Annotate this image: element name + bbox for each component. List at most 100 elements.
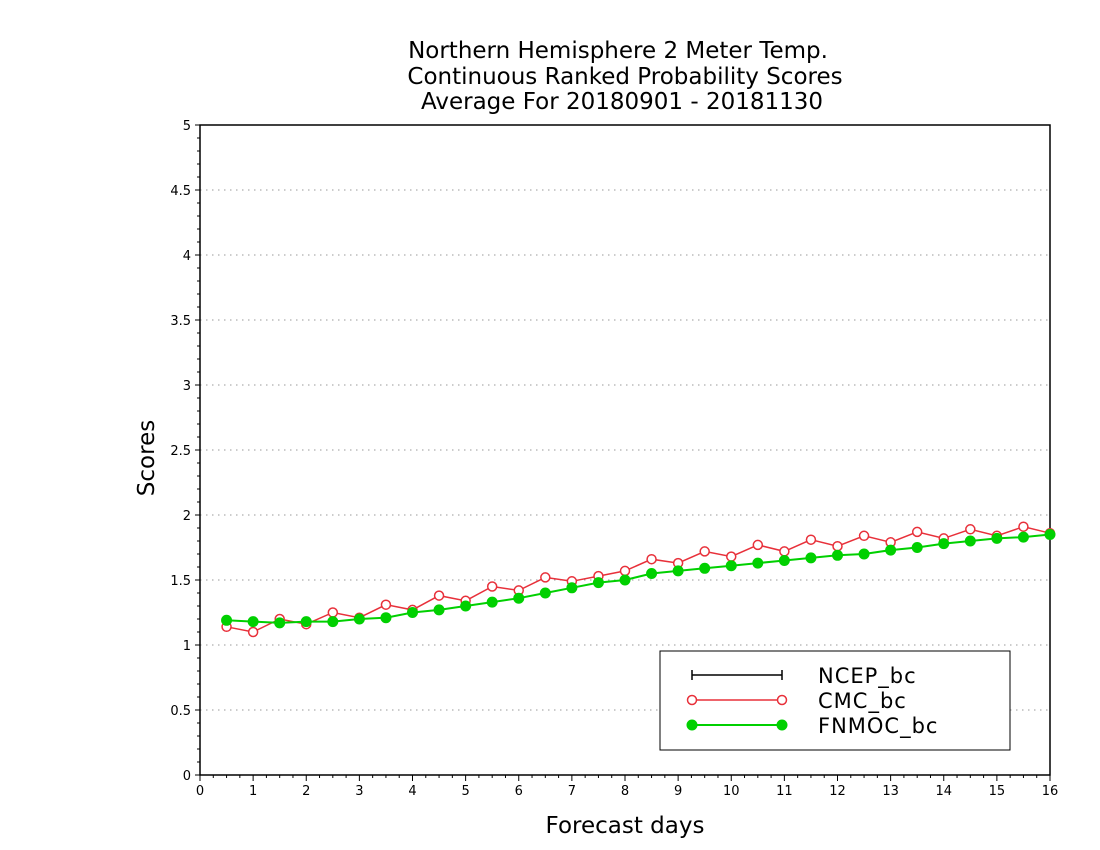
y-tick-label-1: 0.5 [170, 704, 191, 719]
y-axis: 0 0.5 1 1.5 2 2.5 3 3.5 4 4.5 5 [170, 119, 200, 784]
point-cmc-bc-28 [965, 524, 976, 535]
point-fnmoc-bc-8 [433, 604, 445, 616]
x-tick-label-5: 5 [461, 784, 469, 799]
y-tick-label-7: 3.5 [170, 314, 191, 329]
point-fnmoc-bc-10 [486, 596, 498, 608]
point-fnmoc-bc-3 [300, 616, 312, 628]
y-axis-title: Scores [134, 420, 160, 496]
point-fnmoc-bc-17 [672, 565, 684, 577]
series-line-cmc-bc [226, 525, 1051, 633]
point-cmc-bc-8 [433, 590, 445, 601]
x-tick-label-4: 4 [408, 784, 416, 799]
legend-entry-cmc: CMC_bc [686, 689, 907, 714]
point-fnmoc-bc-21 [778, 555, 790, 566]
x-tick-label-2: 2 [302, 784, 310, 799]
x-axis: 0 1 2 3 4 5 6 7 8 9 10 11 12 13 14 15 16 [196, 775, 1058, 799]
x-tick-label-11: 11 [776, 784, 793, 799]
point-cmc-bc-22 [805, 534, 817, 545]
y-tick-label-8: 4 [183, 249, 191, 264]
y-tick-label-5: 2.5 [170, 444, 191, 459]
x-tick-label-8: 8 [621, 784, 629, 799]
point-cmc-bc-24 [858, 530, 870, 542]
point-cmc-bc-1 [247, 626, 259, 638]
point-cmc-bc-16 [646, 553, 657, 565]
y-tick-label-10: 5 [183, 119, 191, 134]
point-cmc-bc-10 [486, 581, 498, 592]
chart-title: Northern Hemisphere 2 Meter Temp. Contin… [407, 38, 842, 115]
point-fnmoc-bc-31 [1044, 529, 1056, 540]
point-cmc-bc-23 [832, 540, 843, 552]
legend-label-cmc: CMC_bc [818, 689, 907, 714]
point-fnmoc-bc-15 [619, 574, 631, 586]
x-tick-label-16: 16 [1042, 784, 1059, 799]
x-tick-label-3: 3 [355, 784, 363, 799]
x-tick-label-7: 7 [568, 784, 576, 799]
x-tick-label-14: 14 [935, 784, 952, 799]
point-cmc-bc-12 [540, 572, 551, 583]
point-fnmoc-bc-24 [858, 548, 870, 560]
x-tick-label-9: 9 [674, 784, 682, 799]
point-fnmoc-bc-26 [911, 542, 923, 553]
x-tick-label-10: 10 [723, 784, 740, 799]
point-fnmoc-bc-25 [885, 544, 897, 556]
point-cmc-bc-4 [327, 607, 339, 618]
legend-marker-cmc-end [776, 694, 788, 706]
point-cmc-bc-20 [752, 539, 764, 551]
x-tick-label-0: 0 [196, 784, 204, 799]
point-fnmoc-bc-19 [725, 560, 737, 572]
point-fnmoc-bc-22 [805, 552, 817, 564]
legend-marker-fnmoc-start [686, 719, 698, 731]
point-fnmoc-bc-4 [327, 616, 339, 628]
point-cmc-bc-18 [699, 546, 710, 557]
point-fnmoc-bc-18 [699, 562, 711, 574]
point-fnmoc-bc-29 [991, 532, 1003, 544]
point-cmc-bc-15 [619, 565, 631, 577]
point-cmc-bc-30 [1018, 521, 1029, 532]
series-line-fnmoc-bc [226, 533, 1051, 624]
legend-entry-ncep: NCEP_bc [691, 664, 917, 689]
x-axis-title: Forecast days [546, 813, 705, 839]
x-tick-label-6: 6 [515, 784, 523, 799]
point-fnmoc-bc-1 [247, 616, 259, 628]
legend-marker-fnmoc-end [776, 719, 788, 731]
x-tick-label-1: 1 [249, 784, 257, 799]
y-tick-label-2: 1 [183, 639, 191, 654]
point-fnmoc-bc-5 [353, 613, 365, 625]
point-fnmoc-bc-28 [964, 535, 976, 547]
legend-label-fnmoc: FNMOC_bc [818, 714, 938, 739]
title-line-1: Northern Hemisphere 2 Meter Temp. [408, 38, 828, 64]
point-fnmoc-bc-14 [592, 577, 604, 589]
legend-marker-cmc-start [686, 694, 698, 706]
point-cmc-bc-6 [380, 599, 392, 610]
point-cmc-bc-21 [779, 546, 790, 557]
point-fnmoc-bc-7 [407, 607, 418, 618]
point-fnmoc-bc-27 [938, 538, 950, 550]
legend-entry-fnmoc: FNMOC_bc [686, 714, 938, 739]
point-fnmoc-bc-12 [539, 587, 551, 599]
series-layer [221, 521, 1056, 638]
point-fnmoc-bc-16 [646, 568, 658, 579]
x-tick-label-15: 15 [989, 784, 1006, 799]
x-tick-label-13: 13 [882, 784, 899, 799]
x-tick-label-12: 12 [829, 784, 846, 799]
point-fnmoc-bc-6 [380, 612, 392, 624]
legend-label-ncep: NCEP_bc [818, 664, 917, 689]
y-tick-label-9: 4.5 [170, 184, 191, 199]
point-fnmoc-bc-2 [274, 617, 286, 629]
title-line-2: Continuous Ranked Probability Scores [407, 64, 842, 90]
point-fnmoc-bc-20 [752, 557, 764, 569]
title-line-3: Average For 20180901 - 20181130 [421, 89, 823, 115]
point-fnmoc-bc-9 [460, 600, 472, 612]
point-cmc-bc-26 [911, 526, 923, 538]
y-tick-label-3: 1.5 [170, 574, 191, 589]
y-tick-label-4: 2 [183, 509, 191, 524]
y-tick-label-0: 0 [183, 769, 191, 784]
point-fnmoc-bc-11 [513, 592, 525, 604]
point-cmc-bc-19 [726, 551, 737, 562]
grid-lines [200, 189, 1050, 711]
point-fnmoc-bc-0 [221, 614, 233, 626]
point-fnmoc-bc-13 [566, 582, 578, 594]
point-fnmoc-bc-23 [832, 549, 843, 561]
point-fnmoc-bc-30 [1017, 531, 1029, 543]
